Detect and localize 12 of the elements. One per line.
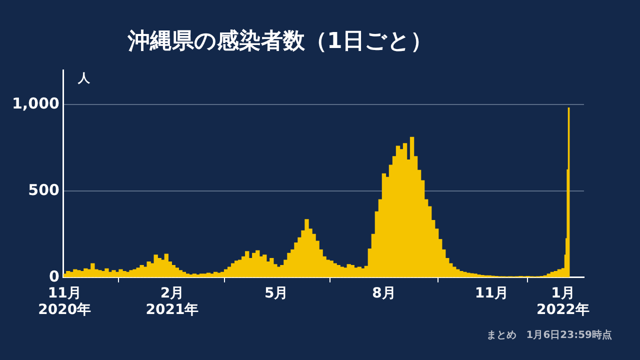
y-tick-label: 0: [49, 267, 60, 286]
y-tick-label: 1,000: [12, 94, 60, 112]
x-tick-label: 11月 2020年: [38, 285, 92, 318]
y-axis-title: 人: [78, 70, 90, 87]
x-tick-label: 8月: [372, 285, 396, 302]
chart-title: 沖縄県の感染者数（1日ごと）: [128, 28, 432, 56]
x-tick-label: 1月 2022年: [536, 285, 590, 318]
y-tick-label: 500: [28, 180, 60, 199]
x-tick-label: 2月 2021年: [146, 285, 199, 318]
x-tick-label: 5月: [264, 285, 288, 302]
text: まとめ 1月6日23:59時点: [486, 328, 612, 342]
x-tick-label: 11月: [474, 285, 508, 302]
